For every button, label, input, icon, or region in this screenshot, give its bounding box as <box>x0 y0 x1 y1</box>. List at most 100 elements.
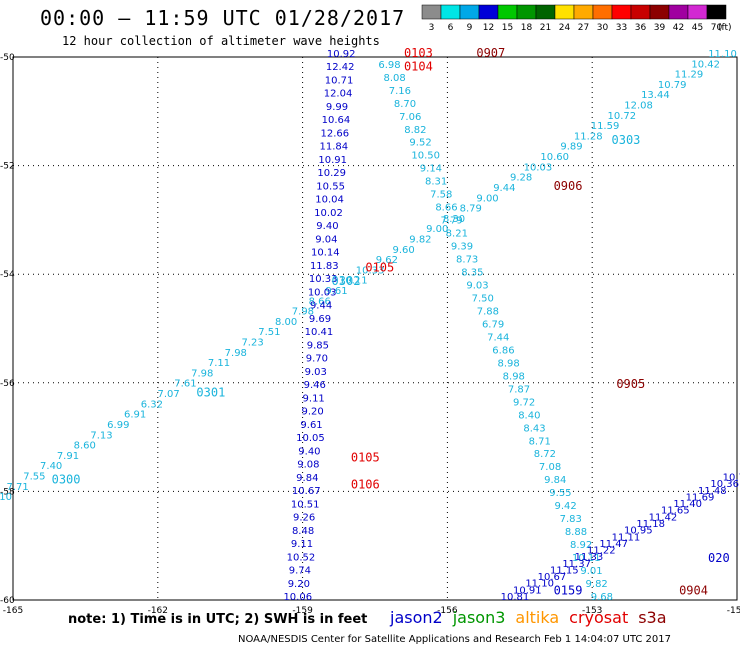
colorbar-label: 42 <box>673 23 684 33</box>
data-point: 9.84 <box>544 475 566 486</box>
data-point: 10.60 <box>540 152 569 163</box>
y-tick-label: -52 <box>0 162 15 172</box>
data-point: 9.61 <box>300 420 322 431</box>
data-point: 11.10 <box>708 49 737 60</box>
colorbar-swatch <box>421 4 442 20</box>
x-tick-label: -162 <box>148 606 168 616</box>
data-point: 7.88 <box>477 306 499 317</box>
data-point: 8.82 <box>404 125 426 136</box>
data-point: 10.36 <box>710 479 739 490</box>
data-point: 12.08 <box>624 101 653 112</box>
data-point: 8.08 <box>384 73 406 84</box>
colorbar-swatch <box>440 4 461 20</box>
colorbar-swatch <box>706 4 727 20</box>
data-point: 9.44 <box>310 301 332 312</box>
data-point: 9.61 <box>325 286 347 297</box>
data-point: 10.05 <box>296 433 325 444</box>
colorbar-unit: (ft) <box>718 23 732 33</box>
time-label: 0104 <box>404 60 433 74</box>
data-point: 7.83 <box>560 514 582 525</box>
data-point: 9.44 <box>493 183 515 194</box>
time-label: 0159 <box>554 584 583 598</box>
data-point: 8.73 <box>456 255 478 266</box>
data-point: 10.52 <box>287 552 316 563</box>
data-point: 10.95 <box>624 526 653 537</box>
data-point: 8.66 <box>309 296 331 307</box>
data-point: 7.91 <box>57 451 79 462</box>
data-point: 9.84 <box>296 473 318 484</box>
colorbar-swatch <box>630 4 651 20</box>
data-point: 10.92 <box>327 49 356 60</box>
data-point: 11.28 <box>574 131 603 142</box>
data-point: 7.98 <box>225 348 247 359</box>
data-point: 7.06 <box>399 112 421 123</box>
time-label: 0905 <box>616 377 645 391</box>
data-point: 10.14 <box>311 248 340 259</box>
data-point: 9.14 <box>420 164 442 175</box>
data-point: 7.08 <box>539 462 561 473</box>
data-point: 9.08 <box>297 460 319 471</box>
data-point: 11.83 <box>310 261 339 272</box>
data-point: 11.22 <box>587 546 616 557</box>
data-point: 10.79 <box>658 80 687 91</box>
data-point: 10.11 <box>572 553 601 564</box>
data-point: 11.11 <box>612 532 641 543</box>
data-point: 11.65 <box>661 506 690 517</box>
colorbar-swatch <box>554 4 575 20</box>
data-point: 6.86 <box>492 345 514 356</box>
data-point: 9.26 <box>293 513 315 524</box>
data-point: 7.79 <box>441 216 463 227</box>
data-point: 13.44 <box>641 90 670 101</box>
x-tick-label: -153 <box>582 606 602 616</box>
data-point: 10.41 <box>305 327 334 338</box>
data-point: 10.67 <box>538 572 567 583</box>
data-point: 8.66 <box>435 203 457 214</box>
colorbar-label: 15 <box>502 23 513 33</box>
data-point: 9.68 <box>591 592 613 603</box>
data-point: 8.98 <box>503 371 525 382</box>
time-label: 0105 <box>351 451 380 465</box>
colorbar-swatch <box>478 4 499 20</box>
data-point: 7.55 <box>23 471 45 482</box>
data-point: 9.11 <box>291 539 313 550</box>
tick-labels: -165 -162 -159 -156 -153 -150 -50 -52 -54 -56 -58 -… <box>0 53 740 616</box>
data-point: 9.70 <box>306 354 328 365</box>
data-point: 9.00 <box>426 224 448 235</box>
y-tick-label: -54 <box>0 270 15 280</box>
data-point: 11.37 <box>562 559 591 570</box>
data-point: 10.29 <box>317 168 346 179</box>
data-point: 9.39 <box>451 242 473 253</box>
data-point: 10.72 <box>607 111 636 122</box>
y-tick-label: -60 <box>0 596 15 606</box>
data-point: 11.40 <box>673 499 702 510</box>
x-tick-label: -159 <box>292 606 313 616</box>
data-point: 8.31 <box>425 177 447 188</box>
data-point: 10.03 <box>308 287 337 298</box>
colorbar-label: 24 <box>559 23 571 33</box>
data-point: 10.04 <box>315 195 344 206</box>
data-point: 10.50 <box>411 151 440 162</box>
data-point: 9.03 <box>466 281 488 292</box>
colorbar-swatch <box>573 4 594 20</box>
time-label: 0303 <box>612 133 641 147</box>
colorbar-swatch <box>668 4 689 20</box>
colorbar-swatch <box>649 4 670 20</box>
data-point: 9.60 <box>392 245 414 256</box>
data-point: 7.61 <box>174 379 196 390</box>
satellite-legend: jason2 jason3 altika cryosat s3a <box>390 608 677 627</box>
data-point: 9.72 <box>513 397 535 408</box>
data-point: 7.07 <box>158 389 180 400</box>
data-point: 8.40 <box>518 410 540 421</box>
data-point: 11.15 <box>550 565 579 576</box>
data-point: 9.82 <box>409 234 431 245</box>
data-point: 8.00 <box>275 317 297 328</box>
colorbar-label: 36 <box>635 23 647 33</box>
data-point: 9.01 <box>580 566 602 577</box>
time-label: 0300 <box>52 472 81 486</box>
colorbar-label: 18 <box>521 23 533 33</box>
colorbar-swatch <box>535 4 556 20</box>
y-tick-label: -56 <box>0 379 15 389</box>
colorbar-label: 21 <box>540 23 551 33</box>
data-point: 7.10 <box>0 492 12 503</box>
